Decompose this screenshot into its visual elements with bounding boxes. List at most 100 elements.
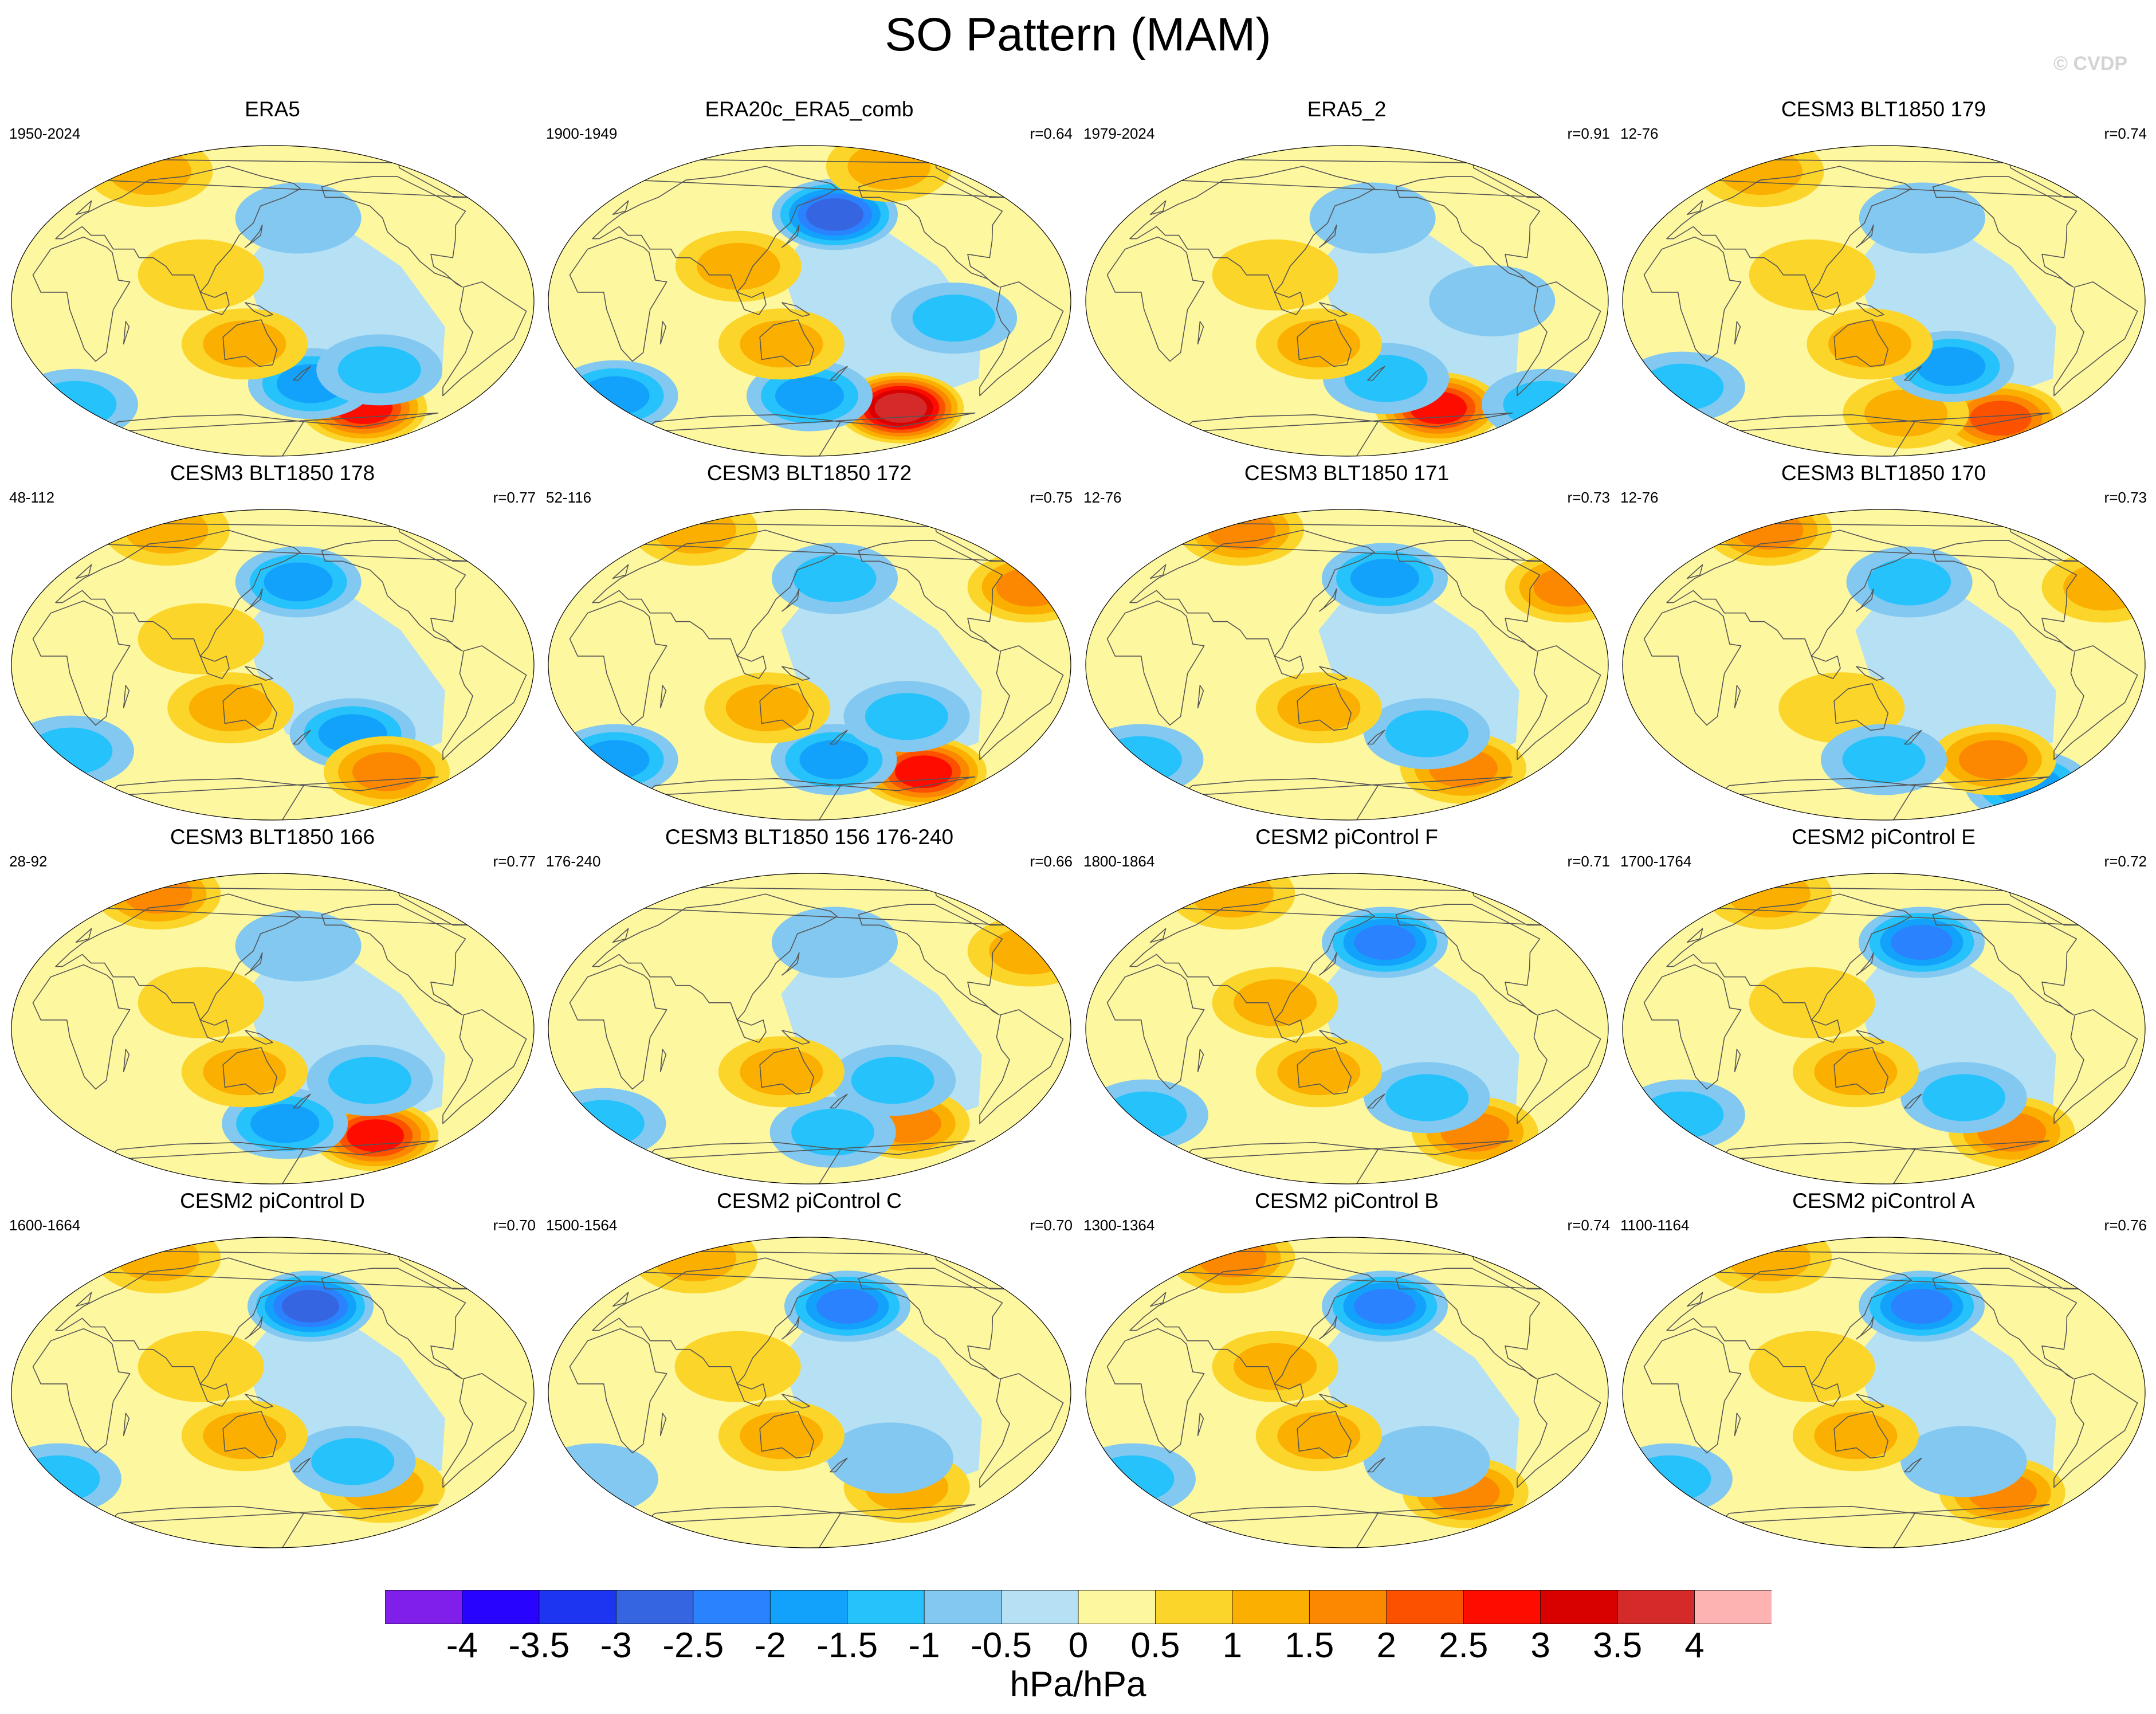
panel-correlation: r=0.72: [2104, 853, 2147, 870]
panel-title: CESM2 piControl D: [180, 1189, 365, 1213]
coastline: [1149, 564, 1167, 579]
colorbar-swatch: [1001, 1590, 1079, 1624]
map-panel: ERA5 1950-2024: [5, 97, 540, 461]
coastline: [1856, 588, 1874, 612]
coastline: [32, 1328, 131, 1454]
contour-map: [11, 509, 535, 821]
coastline: [321, 540, 466, 652]
coastline: [293, 1457, 311, 1473]
panel-title: CESM3 BLT1850 178: [170, 461, 375, 485]
contour-level: [1212, 239, 1338, 311]
contour-level: [989, 927, 1071, 975]
coastline: [222, 1047, 278, 1095]
map-panel: ERA5_2 1979-2024 r=0.91: [1079, 97, 1615, 461]
coastline: [1811, 292, 1841, 315]
coastline: [1904, 1093, 1922, 1109]
panel-correlation: r=0.74: [2104, 125, 2147, 142]
colorbar-tick-labels: -4 -3.5 -3 -2.5 -2 -1.5 -1 -0.5 0 0.5 1 1.5 2 2.5 3 3.5…: [0, 1625, 2156, 1665]
colorbar-swatch: [693, 1590, 771, 1624]
panel-title: CESM3 BLT1850 179: [1781, 97, 1986, 121]
colorbar-swatch: [385, 1590, 463, 1624]
contour-map: [11, 873, 535, 1184]
coastline: [1856, 1394, 1884, 1409]
coastline: [781, 1394, 810, 1409]
map-outline: [1622, 145, 2146, 457]
coastline: [659, 685, 667, 709]
contour-level: [1749, 239, 1875, 311]
map-panel: CESM3 BLT1850 179 12-76 r=0.74: [1616, 97, 2151, 461]
coastline: [32, 600, 131, 726]
coastline: [781, 952, 800, 976]
coastline: [1643, 236, 1742, 362]
colorbar-swatch: [924, 1590, 1002, 1624]
contour-level: [827, 1422, 953, 1494]
coastline: [32, 236, 131, 362]
coastline: [105, 1140, 439, 1184]
panel-title: CESM3 BLT1850 166: [170, 825, 375, 849]
coastline: [1129, 1257, 1375, 1384]
coastline: [858, 176, 1003, 288]
contour-map: [548, 145, 1071, 457]
coastline: [1129, 166, 1375, 293]
contour-level: [1900, 1426, 2027, 1497]
coastline: [1666, 893, 1912, 1021]
coastline: [55, 166, 301, 293]
coastline: [569, 236, 667, 362]
contour-level: [33, 381, 117, 428]
contour-level: [1091, 1455, 1175, 1503]
coastline: [442, 1373, 527, 1488]
panel-title: CESM2 piControl A: [1792, 1189, 1975, 1213]
contour-level: [235, 910, 362, 982]
coastline: [830, 729, 848, 745]
coastline: [659, 1049, 667, 1073]
colorbar-swatch: [1617, 1590, 1695, 1624]
coastline: [1319, 1316, 1337, 1340]
panel-title: CESM3 BLT1850 172: [706, 461, 912, 485]
coastline: [75, 564, 92, 579]
map-outline: [1622, 1237, 2146, 1548]
contour-level: [311, 1438, 395, 1485]
colorbar: [385, 1590, 1772, 1624]
coastline: [1686, 1292, 1703, 1307]
coastline: [1180, 1504, 1513, 1548]
coastline: [612, 200, 629, 215]
contour-level: [1429, 265, 1556, 336]
coastline: [75, 1292, 92, 1307]
coastline: [979, 1373, 1064, 1488]
coastline: [781, 1030, 810, 1045]
coastline: [1811, 656, 1841, 679]
colorbar-tick-label: -4: [446, 1626, 478, 1665]
contour-level: [203, 320, 286, 368]
coastline: [1106, 236, 1205, 362]
map-panel: CESM2 piControl B 1300-1364 r=0.74: [1079, 1189, 1615, 1553]
coastline: [1717, 776, 2050, 820]
contour-level: [1891, 1288, 1953, 1324]
coastline: [1666, 166, 1912, 293]
contour-level: [138, 603, 264, 674]
coastline: [222, 1411, 278, 1459]
contour-level: [1749, 967, 1875, 1038]
colorbar-swatch: [1540, 1590, 1619, 1624]
colorbar-swatch: [462, 1590, 540, 1624]
contour-level: [996, 567, 1065, 607]
panel-correlation: r=0.76: [2104, 1217, 2147, 1234]
coastline: [1149, 1292, 1167, 1307]
coastline: [1856, 1316, 1874, 1340]
contour-level: [1640, 1091, 1724, 1139]
coastline: [1932, 1268, 2078, 1379]
contour-level: [1734, 511, 1804, 550]
contour-level: [1234, 1343, 1317, 1390]
contour-level: [1385, 710, 1469, 758]
coastline: [979, 645, 1064, 760]
panel-title: CESM2 piControl B: [1255, 1189, 1439, 1213]
contour-level: [1628, 1455, 1711, 1503]
contour-level: [1864, 389, 1947, 437]
contour-level: [352, 752, 421, 791]
contour-map: [1622, 873, 2146, 1184]
coastline: [245, 224, 263, 248]
coastline: [222, 683, 278, 731]
coastline: [830, 1093, 848, 1109]
coastline: [1319, 302, 1348, 317]
contour-level: [282, 1290, 339, 1323]
coastline: [245, 952, 263, 976]
